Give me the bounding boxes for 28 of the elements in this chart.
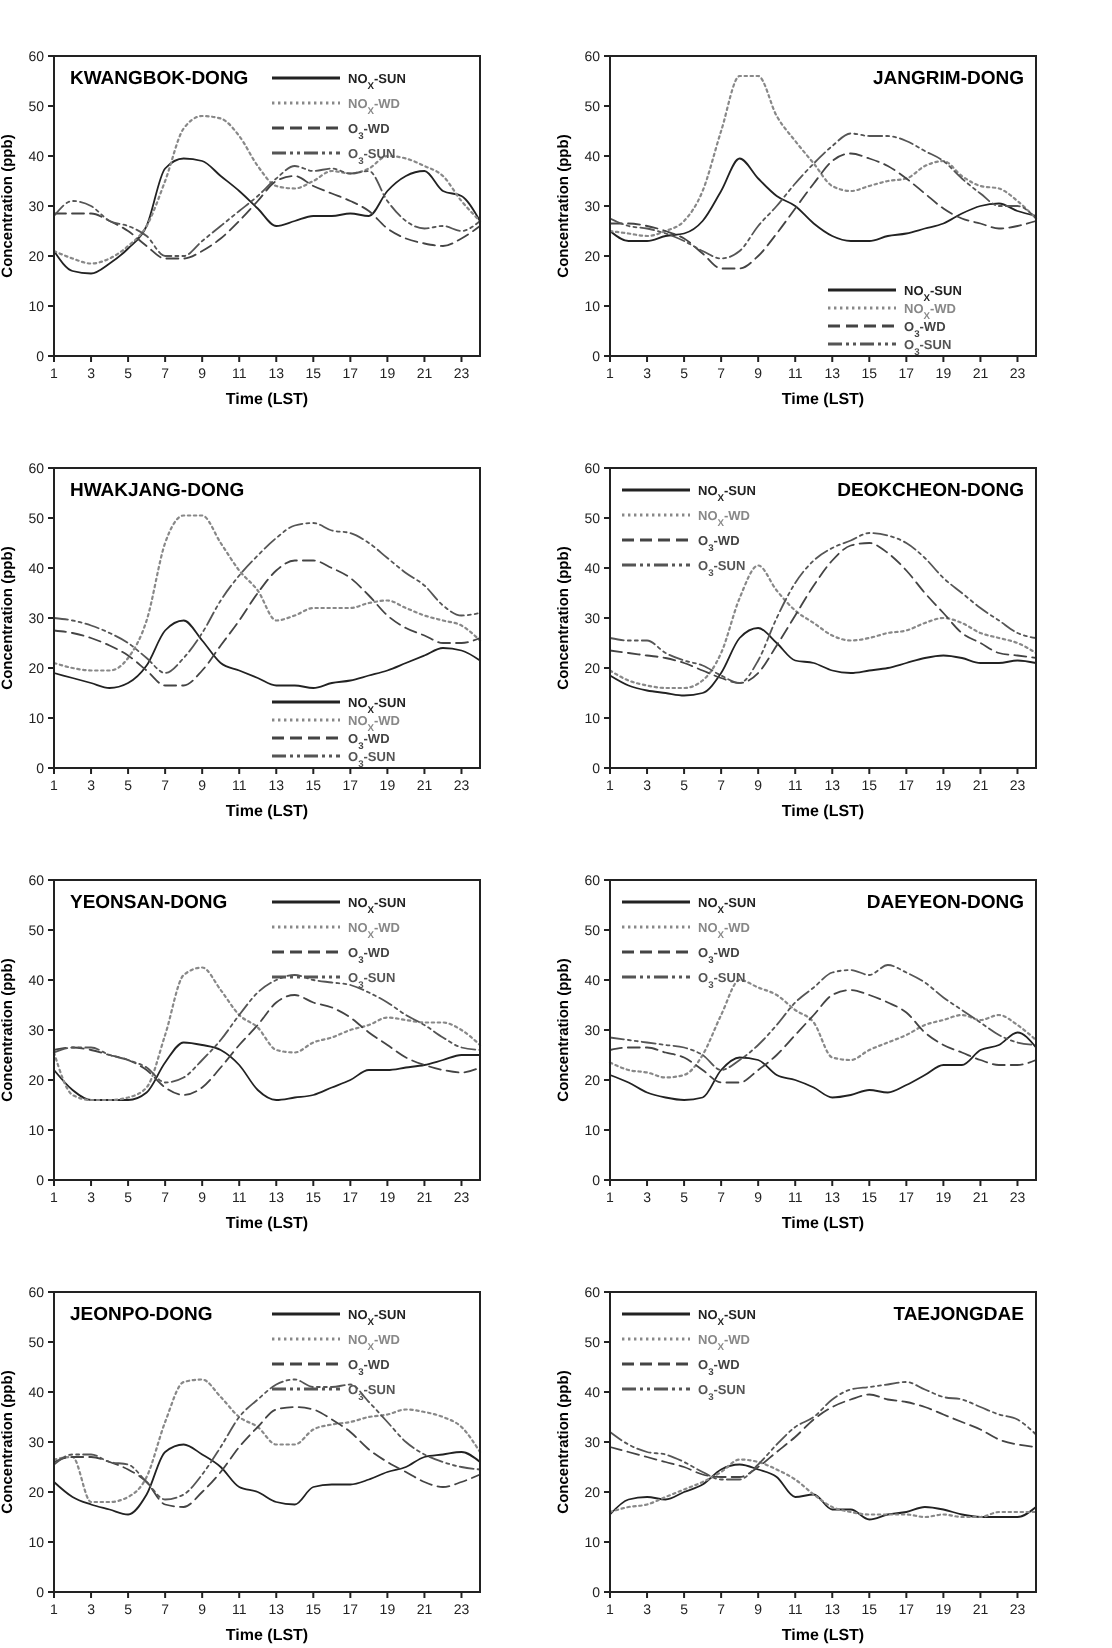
text: YEONSAN-DONG bbox=[70, 892, 228, 914]
line-series bbox=[53, 559, 481, 687]
text: DAEYEON-DONG bbox=[866, 892, 1024, 914]
text: JANGRIM-DONG bbox=[873, 68, 1024, 90]
text: KWANGBOK-DONG bbox=[70, 68, 249, 90]
line-series bbox=[608, 74, 1038, 238]
line-series bbox=[609, 132, 1037, 260]
line-series bbox=[609, 152, 1037, 270]
line-series bbox=[609, 964, 1037, 1071]
x-axis-title: Time (LST) bbox=[781, 1626, 865, 1644]
line-series bbox=[53, 1406, 481, 1508]
line-series bbox=[52, 966, 482, 1102]
text: HWAKJANG-DONG bbox=[70, 480, 245, 502]
x-axis-title: Time (LST) bbox=[781, 1214, 865, 1232]
text: DEOKCHEON-DONG bbox=[837, 480, 1024, 502]
x-axis-title: Time (LST) bbox=[225, 1626, 309, 1644]
text: JEONPO-DONG bbox=[70, 1304, 213, 1326]
x-axis-title: Time (LST) bbox=[781, 802, 865, 820]
text: TAEJONGDAE bbox=[893, 1304, 1024, 1326]
line-series bbox=[53, 994, 481, 1096]
line-series bbox=[609, 989, 1037, 1084]
x-axis-title: Time (LST) bbox=[225, 390, 309, 408]
x-axis-title: Time (LST) bbox=[225, 1214, 309, 1232]
line-series bbox=[52, 114, 482, 265]
line-series bbox=[53, 974, 481, 1084]
x-axis-title: Time (LST) bbox=[225, 802, 309, 820]
x-axis-title: Time (LST) bbox=[781, 390, 865, 408]
line-series bbox=[608, 564, 1038, 690]
